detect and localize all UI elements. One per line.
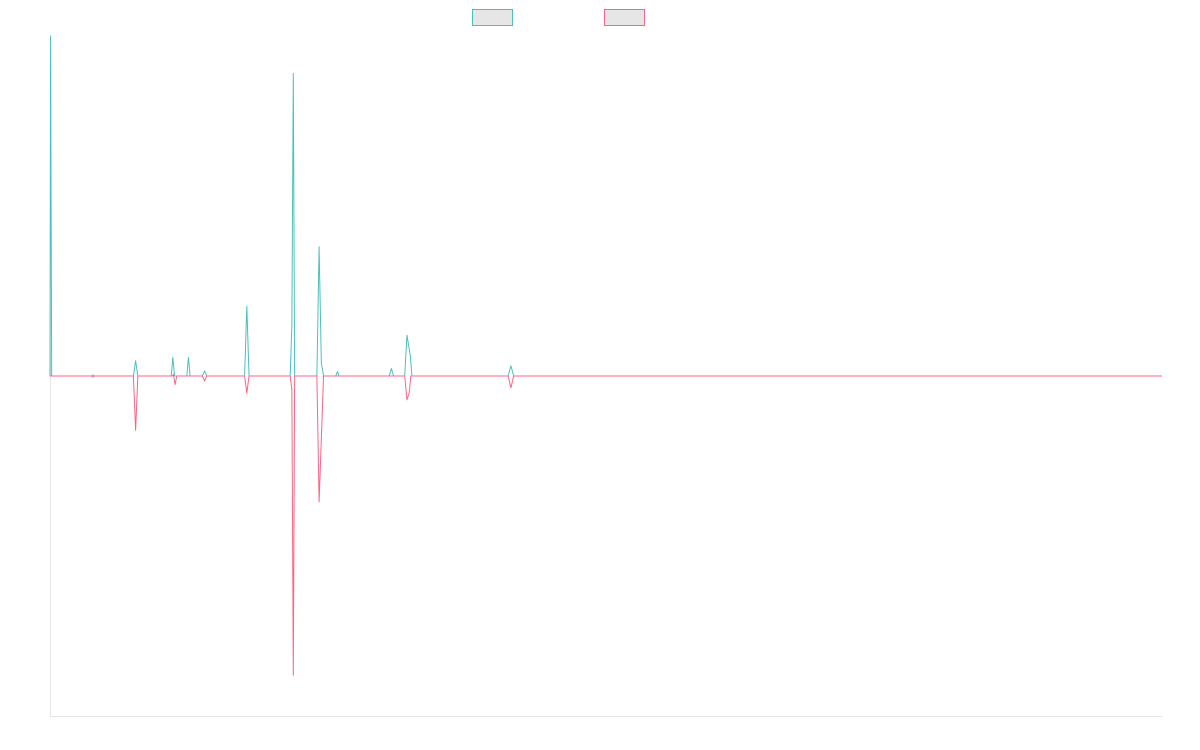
series-line-2: [50, 373, 1162, 676]
series-line-1: [49, 35, 1162, 377]
legend: [472, 9, 645, 26]
legend-swatch-2: [604, 9, 645, 26]
legend-swatch-1: [472, 9, 513, 26]
series-layer: [49, 35, 1162, 676]
